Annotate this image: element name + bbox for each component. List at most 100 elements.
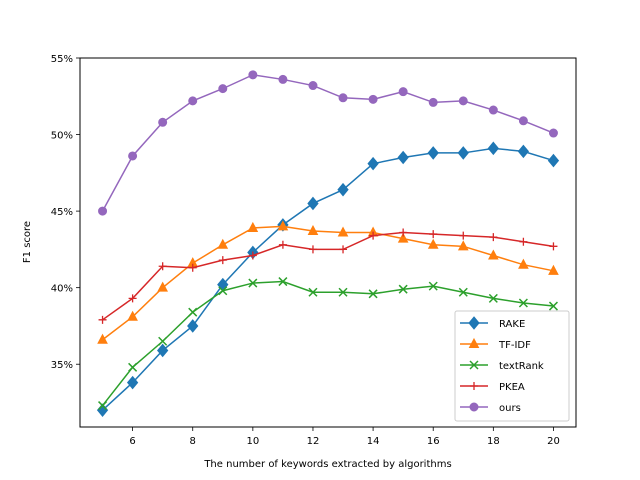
x-tick-label: 20 (547, 436, 560, 447)
legend-marker-ours (469, 402, 479, 412)
legend-marker-pkea (470, 382, 478, 390)
data-point-tf-idf (217, 238, 229, 249)
data-point-rake (337, 182, 349, 197)
data-point-textrank (248, 278, 258, 288)
data-point-pkea (429, 230, 438, 239)
x-tick-label: 12 (307, 436, 320, 447)
data-point-textrank (548, 301, 558, 311)
data-point-tf-idf (247, 221, 259, 232)
data-point-rake (126, 375, 139, 390)
data-point-pkea (369, 231, 378, 240)
y-tick-label: 50% (51, 131, 73, 142)
data-point-ours (278, 74, 288, 84)
legend-label-pkea: PKEA (499, 382, 525, 393)
data-point-textrank (188, 307, 198, 317)
legend-label-tf-idf: TF-IDF (498, 340, 531, 351)
y-axis: 35% 40% 45% 50% 55% (51, 54, 80, 371)
data-point-textrank (368, 289, 378, 299)
series-line-tf-idf (102, 225, 554, 341)
x-tick-label: 8 (190, 436, 196, 447)
legend-marker-rake (468, 316, 480, 330)
legend-item-tf-idf: TF-IDF (460, 337, 531, 351)
series-pkea (98, 228, 558, 324)
data-point-ours (398, 87, 408, 97)
data-point-ours (218, 84, 228, 94)
legend-item-ours: ours (460, 402, 521, 414)
data-point-textrank (158, 336, 168, 346)
data-point-ours (338, 93, 348, 103)
x-tick-label: 18 (487, 436, 500, 447)
data-point-tf-idf (337, 226, 349, 237)
series-ours (98, 70, 558, 216)
y-tick-label: 55% (51, 54, 73, 65)
x-axis: 6 8 10 12 14 16 18 20 (129, 427, 560, 447)
data-point-tf-idf (427, 238, 439, 249)
data-point-pkea (158, 262, 167, 271)
data-point-pkea (399, 228, 408, 237)
data-point-rake (367, 156, 379, 171)
data-point-ours (248, 70, 258, 80)
data-point-tf-idf (157, 281, 168, 292)
legend-item-pkea: PKEA (460, 382, 525, 393)
data-point-textrank (488, 293, 498, 303)
data-point-pkea (308, 245, 317, 254)
y-tick-label: 40% (51, 284, 73, 295)
x-tick-label: 6 (129, 436, 135, 447)
data-point-ours (368, 94, 378, 104)
data-point-textrank (458, 287, 468, 297)
data-point-rake (457, 146, 469, 160)
data-point-textrank (278, 277, 288, 287)
legend-marker-tf-idf (468, 337, 480, 348)
data-point-rake (187, 319, 199, 333)
x-axis-label: The number of keywords extracted by algo… (203, 459, 451, 470)
data-point-ours (158, 117, 168, 127)
series-line-textrank (101, 280, 554, 407)
x-tick-label: 14 (367, 436, 380, 447)
data-point-pkea (218, 256, 227, 265)
data-point-textrank (308, 287, 318, 297)
data-point-tf-idf (457, 240, 469, 251)
legend-label-ours: ours (499, 403, 521, 414)
data-point-tf-idf (307, 224, 319, 236)
data-point-textrank (98, 401, 108, 411)
x-tick-label: 10 (246, 436, 259, 447)
data-point-rake (307, 196, 319, 211)
data-point-tf-idf (488, 249, 499, 260)
y-tick-label: 45% (51, 207, 73, 218)
data-point-pkea (519, 237, 528, 246)
legend-box (454, 310, 570, 422)
data-point-tf-idf (97, 333, 108, 344)
data-point-tf-idf (548, 264, 559, 275)
series-textrank (98, 277, 558, 411)
data-point-ours (308, 81, 318, 91)
data-point-rake (487, 141, 499, 156)
data-point-ours (458, 96, 468, 106)
legend-item-textrank: textRank (460, 360, 544, 372)
data-point-textrank (338, 287, 348, 297)
data-point-rake (547, 153, 560, 168)
legend-label-rake: RAKE (499, 319, 525, 330)
series-layer (96, 70, 560, 417)
data-point-rake (157, 343, 169, 358)
data-point-ours (518, 116, 528, 126)
data-point-pkea (278, 240, 287, 249)
y-tick-label: 35% (51, 360, 73, 371)
y-axis-label: F1 score (22, 221, 33, 263)
data-point-textrank (218, 286, 228, 296)
data-point-pkea (188, 263, 197, 272)
series-line-pkea (102, 231, 554, 321)
data-point-rake (427, 146, 439, 160)
data-point-tf-idf (277, 220, 289, 231)
data-point-rake (517, 144, 530, 159)
data-point-pkea (459, 231, 468, 240)
data-point-ours (98, 206, 108, 216)
data-point-ours (188, 96, 198, 106)
data-point-pkea (489, 233, 498, 242)
data-point-ours (548, 128, 558, 138)
legend-label-textrank: textRank (499, 361, 544, 372)
data-point-ours (428, 97, 438, 107)
data-point-tf-idf (518, 258, 529, 269)
series-line-rake (102, 147, 554, 411)
data-point-textrank (428, 281, 438, 291)
